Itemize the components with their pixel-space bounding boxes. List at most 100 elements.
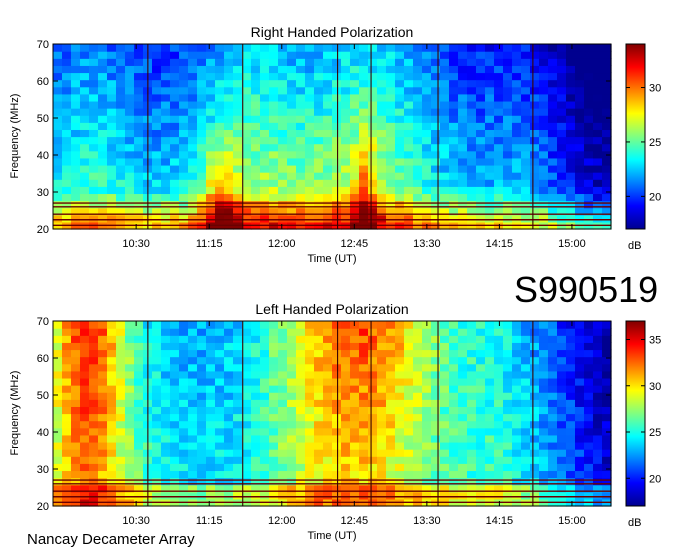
heatmap-cell bbox=[152, 172, 162, 180]
heatmap-cell bbox=[557, 193, 567, 202]
heatmap-cell bbox=[476, 72, 486, 81]
heatmap-cell bbox=[287, 413, 297, 422]
heatmap-cell bbox=[350, 470, 360, 479]
heatmap-cell bbox=[98, 441, 108, 450]
heatmap-cell bbox=[359, 321, 369, 329]
heatmap-cell bbox=[548, 200, 558, 209]
heatmap-cell bbox=[476, 377, 486, 386]
heatmap-cell bbox=[53, 122, 63, 130]
heatmap-cell bbox=[557, 207, 567, 216]
heatmap-cell bbox=[368, 93, 378, 102]
heatmap-cell bbox=[530, 136, 540, 145]
heatmap-cell bbox=[332, 143, 342, 152]
heatmap-cell bbox=[188, 484, 198, 493]
heatmap-cell bbox=[440, 58, 450, 66]
heatmap-cell bbox=[494, 342, 504, 351]
heatmap-cell bbox=[575, 164, 585, 173]
heatmap-cell bbox=[233, 370, 243, 379]
heatmap-cell bbox=[485, 51, 495, 59]
heatmap-cell bbox=[287, 79, 297, 88]
heatmap-cell bbox=[341, 427, 351, 436]
heatmap-cell bbox=[206, 477, 216, 486]
heatmap-cell bbox=[197, 108, 207, 116]
heatmap-cell bbox=[305, 100, 315, 109]
left-colorbar-label: dB bbox=[628, 517, 641, 529]
heatmap-cell bbox=[377, 392, 387, 400]
heatmap-cell bbox=[521, 328, 531, 336]
heatmap-cell bbox=[134, 157, 144, 166]
heatmap-cell bbox=[107, 328, 117, 336]
heatmap-cell bbox=[557, 420, 567, 429]
heatmap-cell bbox=[566, 115, 576, 123]
heatmap-cell bbox=[80, 342, 90, 351]
heatmap-cell bbox=[287, 207, 297, 216]
right-x-axis: 10:30 11:15 12:00 12:45 13:30 14:15 15:00 bbox=[122, 44, 586, 250]
heatmap-cell bbox=[386, 72, 396, 81]
heatmap-cell bbox=[116, 342, 126, 351]
heatmap-cell bbox=[314, 434, 324, 443]
heatmap-cell bbox=[224, 164, 234, 173]
heatmap-cell bbox=[161, 65, 171, 74]
heatmap-cell bbox=[71, 477, 81, 486]
heatmap-cell bbox=[386, 328, 396, 336]
heatmap-cell bbox=[557, 164, 567, 173]
heatmap-cell bbox=[89, 363, 99, 372]
heatmap-cell bbox=[449, 143, 459, 152]
colorbar-tick-label: 30 bbox=[649, 83, 661, 95]
heatmap-cell bbox=[350, 491, 360, 500]
heatmap-cell bbox=[557, 328, 567, 336]
heatmap-cell bbox=[188, 214, 198, 223]
heatmap-cell bbox=[332, 179, 342, 187]
heatmap-cell bbox=[134, 44, 144, 52]
heatmap-cell bbox=[566, 413, 576, 422]
heatmap-cell bbox=[71, 363, 81, 372]
heatmap-cell bbox=[395, 349, 405, 358]
heatmap-cell bbox=[557, 143, 567, 152]
heatmap-cell bbox=[584, 207, 594, 216]
heatmap-cell bbox=[413, 172, 423, 180]
heatmap-cell bbox=[566, 484, 576, 493]
heatmap-cell bbox=[233, 449, 243, 457]
heatmap-cell bbox=[233, 420, 243, 429]
heatmap-cell bbox=[260, 164, 270, 173]
heatmap-cell bbox=[377, 491, 387, 500]
heatmap-cell bbox=[215, 470, 225, 479]
heatmap-cell bbox=[359, 58, 369, 66]
heatmap-cell bbox=[215, 377, 225, 386]
heatmap-cell bbox=[467, 100, 477, 109]
heatmap-cell bbox=[422, 363, 432, 372]
heatmap-cell bbox=[107, 200, 117, 209]
heatmap-cell bbox=[305, 491, 315, 500]
heatmap-cell bbox=[494, 65, 504, 74]
heatmap-cell bbox=[233, 463, 243, 472]
heatmap-cell bbox=[116, 385, 126, 393]
heatmap-cell bbox=[260, 122, 270, 130]
heatmap-cell bbox=[323, 377, 333, 386]
heatmap-cell bbox=[332, 356, 342, 365]
heatmap-cell bbox=[161, 441, 171, 450]
heatmap-cell bbox=[476, 328, 486, 336]
heatmap-cell bbox=[314, 477, 324, 486]
heatmap-cell bbox=[422, 491, 432, 500]
heatmap-cell bbox=[449, 349, 459, 358]
heatmap-cell bbox=[530, 477, 540, 486]
heatmap-cell bbox=[233, 214, 243, 223]
heatmap-cell bbox=[332, 335, 342, 343]
heatmap-cell bbox=[359, 44, 369, 52]
heatmap-cell bbox=[98, 108, 108, 116]
heatmap-cell bbox=[359, 108, 369, 116]
heatmap-cell bbox=[125, 150, 135, 159]
heatmap-cell bbox=[350, 172, 360, 180]
heatmap-cell bbox=[305, 72, 315, 81]
heatmap-cell bbox=[530, 335, 540, 343]
heatmap-cell bbox=[404, 363, 414, 372]
heatmap-cell bbox=[431, 186, 441, 195]
colorbar-tick-label: 20 bbox=[649, 191, 661, 203]
heatmap-cell bbox=[377, 484, 387, 493]
heatmap-cell bbox=[512, 65, 522, 74]
heatmap-cell bbox=[98, 434, 108, 443]
heatmap-cell bbox=[467, 321, 477, 329]
heatmap-cell bbox=[80, 377, 90, 386]
heatmap-cell bbox=[197, 321, 207, 329]
heatmap-cell bbox=[251, 193, 261, 202]
